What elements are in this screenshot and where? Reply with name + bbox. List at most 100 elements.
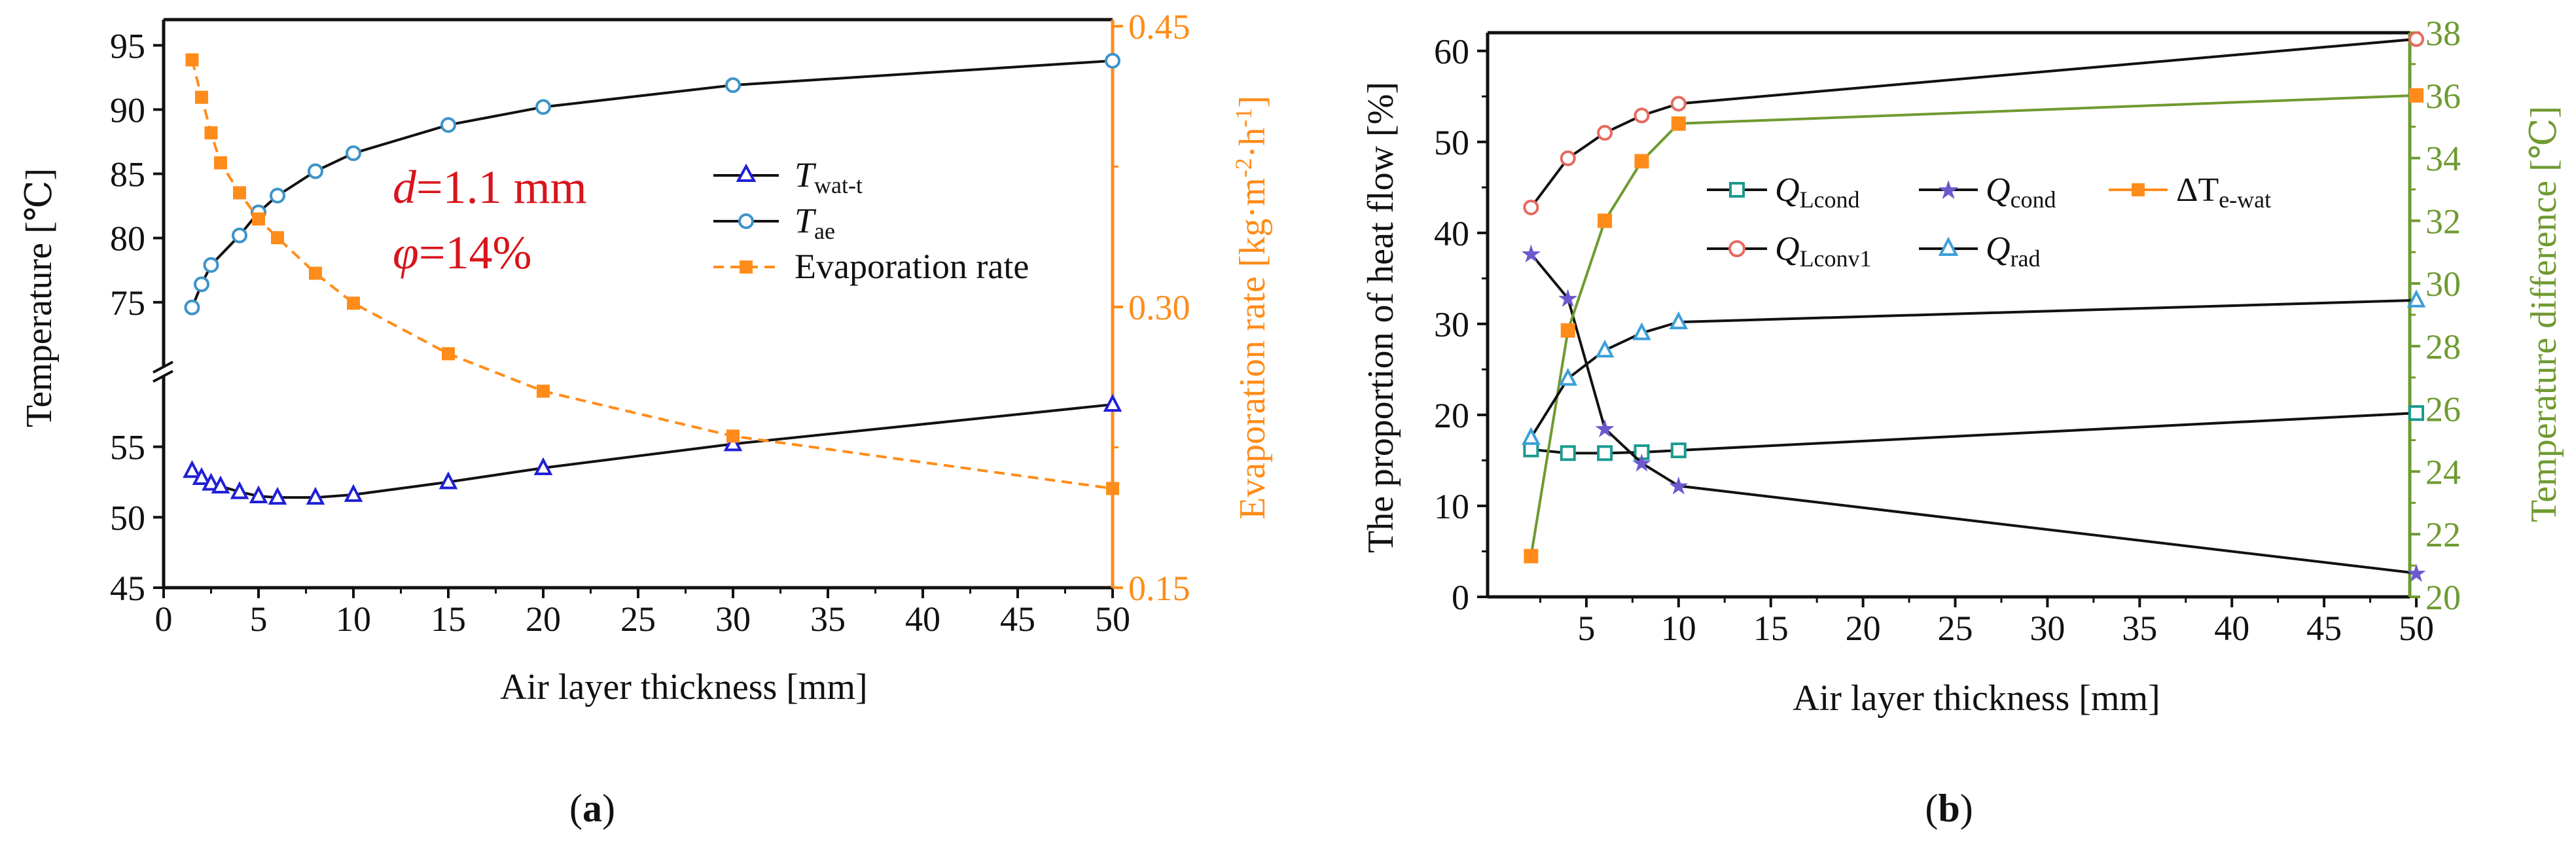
data-point-q-lcond [2408,405,2424,421]
panel-a-y2-axis-title: Evaporation rate [kg·m-2·h-1] [1230,96,1273,520]
data-point-t-wat-t [723,433,743,452]
data-point--t-e-wat [1671,116,1686,131]
legend-marker-triangle [1938,236,1959,256]
data-point-t-ae [1105,52,1120,69]
legend-marker-open-square [1729,182,1745,198]
panel-a-x-tick-label: 50 [1095,599,1130,639]
panel-b-y2-tick-label: 30 [2425,264,2461,304]
panel-a-x-tick-label: 20 [526,599,561,639]
svg-text:Tae: Tae [795,201,835,244]
annotation-phi-symbol: φ [393,226,419,279]
panel-b-x-tick-label: 15 [1753,609,1789,648]
legend-label-q-rad: Q [1986,230,2011,268]
panel-a-y-tick-label: 75 [110,283,145,323]
data-point-evaporation-rate [195,90,208,104]
data-point--t-e-wat [1634,154,1649,169]
data-point-q-rad [1632,322,1651,340]
panel-a-y-tick-label: 95 [110,26,145,65]
series-line--t-e-wat [1530,94,2417,557]
panel-a-y-tick-label: 45 [110,569,145,608]
panel-b-legend: QLcond ★ Qcond ΔTe-wat QLconv1 Qrad [1707,171,2271,272]
panel-a-legend: Twat-t Tae Evaporation rate [713,155,1029,286]
data-point--t-e-wat [1560,323,1575,338]
annotation-d-value: =1.1 mm [416,161,587,213]
data-point-evaporation-rate [537,384,550,398]
panel-a-x-tick-label: 5 [250,599,268,639]
panel-a-annotation-humidity: φ=14% [393,226,531,279]
panel-b-y-tick-label: 50 [1434,123,1469,162]
panel-a-y2-title-mid: ·h [1232,128,1273,158]
panel-a-y2-title-end: ] [1232,96,1273,108]
panel-a-label: (a) [569,787,615,830]
panel-b: 5 10 15 20 25 30 35 40 45 50 0 10 20 30 40 50 60 20 22 24 26… [1361,14,2564,830]
panel-b-x-tick-label: 20 [1846,609,1881,648]
data-point-q-cond: ★ [2405,559,2427,588]
legend-label-t-ae: T [795,201,817,240]
data-point-q-cond: ★ [1630,449,1653,478]
panel-b-y2-tick-label: 20 [2425,578,2461,617]
panel-b-y-tick-label: 40 [1434,214,1469,253]
panel-b-label: (b) [1925,787,1973,830]
svg-text:Qcond: Qcond [1986,171,2056,213]
panel-b-y-tick-label: 0 [1452,578,1469,617]
data-point-q-lconv1 [1634,107,1650,124]
legend-sub-t-wat-t: wat-t [814,172,863,198]
legend-marker-circle [1728,240,1745,257]
panel-b-x-tick-label: 45 [2306,609,2342,648]
legend-marker-triangle [736,163,757,182]
data-point-t-ae [232,227,247,243]
data-point-q-lcond [1523,441,1539,457]
series-line-t-wat-t [191,403,1113,499]
data-point-t-wat-t [438,471,458,490]
panel-a-marks [183,52,1122,505]
panel-b-y2-tick-label: 26 [2425,390,2461,429]
panel-a-y-tick-label: 90 [110,90,145,130]
panel-a-x-tick-label: 15 [431,599,466,639]
data-point-q-rad [1669,311,1689,330]
panel-a-x-axis-title: Air layer thickness [mm] [500,667,867,707]
panel-a-axes: 0 5 10 15 20 25 30 35 40 45 50 75 80 85 90 95 45 50 55 0.15… [110,7,1190,639]
data-point-q-cond: ★ [1520,240,1542,268]
panel-b-label-letter: b [1938,787,1959,830]
data-point-evaporation-rate [252,212,265,226]
legend-label-q-cond: Q [1986,171,2011,209]
svg-text:Qrad: Qrad [1986,230,2041,272]
panel-a-x-tick-label: 25 [620,599,656,639]
data-point-t-ae [308,163,323,179]
annotation-d-symbol: d [393,161,417,213]
data-point-t-wat-t [183,459,202,478]
data-point-evaporation-rate [214,156,227,170]
data-point-q-lcond [1670,442,1687,459]
panel-a-y2-tick-label: 0.45 [1128,7,1190,46]
data-point-t-ae [184,299,200,315]
data-point-evaporation-rate [347,296,360,310]
data-point-t-ae [440,116,456,133]
panel-a-x-tick-label: 30 [715,599,751,639]
panel-a: 0 5 10 15 20 25 30 35 40 45 50 75 80 85 90 95 45 50 55 0.15… [19,7,1273,830]
data-point-evaporation-rate [1106,482,1119,495]
data-point-t-ae [270,187,285,204]
data-point-t-ae [535,99,551,115]
panel-a-y2-tick-label: 0.30 [1128,288,1190,327]
panel-b-y-tick-label: 60 [1434,32,1469,71]
panel-a-annotation-thickness: d=1.1 mm [393,161,587,213]
panel-b-x-tick-label: 40 [2214,609,2249,648]
panel-a-axis-break-mark [152,361,173,374]
panel-a-y2-tick-label: 0.15 [1128,569,1190,608]
data-point-t-wat-t [1103,393,1122,412]
panel-b-y2-tick-label: 22 [2425,515,2461,554]
panel-a-y-tick-label: 50 [110,498,145,537]
data-point-t-wat-t [230,481,249,499]
series-line-q-lcond [1531,412,2417,455]
panel-b-axes: 5 10 15 20 25 30 35 40 45 50 0 10 20 30 40 50 60 20 22 24 26… [1434,14,2461,648]
series-line-q-lconv1 [1530,37,2417,209]
legend-label-q-lconv1: Q [1775,230,1800,268]
legend-sub-q-cond: cond [2011,187,2056,213]
data-point-evaporation-rate [271,231,284,245]
legend-sub-t-ae: ae [814,218,835,244]
panel-b-x-tick-label: 25 [1938,609,1973,648]
legend-label-t-wat-t: T [795,155,817,194]
data-point-q-rad [2406,289,2426,308]
data-point-q-lcond [1560,445,1576,461]
panel-a-x-tick-label: 0 [155,599,173,639]
